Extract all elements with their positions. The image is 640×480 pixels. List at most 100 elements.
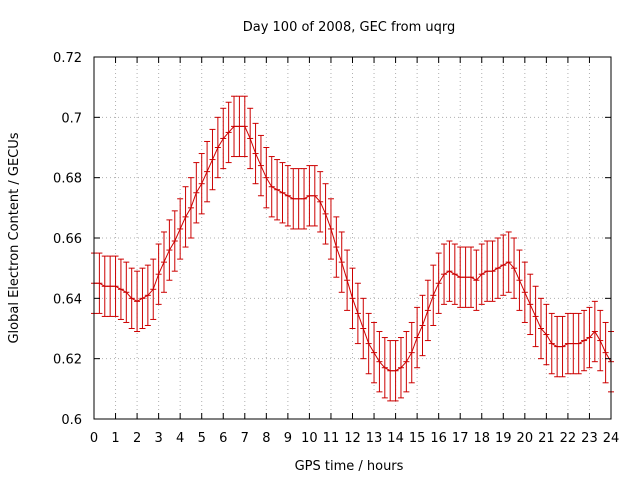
data-point xyxy=(231,95,238,158)
data-point xyxy=(171,210,178,272)
data-point xyxy=(548,312,555,375)
x-tick-label: 1 xyxy=(111,431,119,446)
data-point xyxy=(306,165,313,227)
data-point xyxy=(123,261,130,323)
data-point xyxy=(365,312,372,375)
data-point xyxy=(478,243,485,305)
x-tick-label: 24 xyxy=(603,431,620,446)
x-tick-label: 23 xyxy=(581,431,598,446)
data-point xyxy=(403,331,410,393)
data-point xyxy=(338,231,345,293)
data-point xyxy=(220,107,227,170)
data-point xyxy=(333,216,340,278)
x-tick-label: 11 xyxy=(323,431,340,446)
data-point xyxy=(354,282,361,345)
data-point xyxy=(295,168,302,230)
data-point xyxy=(537,297,544,360)
data-point xyxy=(543,303,550,366)
data-point xyxy=(484,240,491,302)
data-point xyxy=(101,255,108,317)
data-point xyxy=(150,258,157,320)
x-tick-label: 21 xyxy=(538,431,555,446)
data-point xyxy=(581,309,588,372)
x-tick-label: 13 xyxy=(366,431,383,446)
y-tick-label: 0.7 xyxy=(61,111,82,126)
chart-title: Day 100 of 2008, GEC from uqrg xyxy=(243,20,456,35)
data-point xyxy=(597,309,604,372)
x-tick-label: 7 xyxy=(241,431,249,446)
data-point xyxy=(349,267,356,329)
data-point xyxy=(317,171,324,233)
data-point xyxy=(327,198,334,260)
x-tick-label: 10 xyxy=(301,431,318,446)
data-point xyxy=(392,340,399,402)
data-point xyxy=(128,267,135,329)
data-point xyxy=(311,165,318,227)
data-point xyxy=(408,321,415,384)
data-point xyxy=(117,258,124,320)
x-tick-label: 19 xyxy=(495,431,512,446)
y-axis: 0.6 0.62 0.64 0.66 0.68 0.7 0.72 xyxy=(53,51,611,428)
data-point xyxy=(166,219,173,281)
data-point xyxy=(591,300,598,363)
data-point xyxy=(268,156,275,218)
data-point xyxy=(161,231,168,293)
data-point xyxy=(575,312,582,375)
y-tick-label: 0.68 xyxy=(53,172,82,187)
data-point xyxy=(494,237,501,299)
data-point xyxy=(204,140,211,203)
data-point xyxy=(564,312,571,375)
data-point xyxy=(322,183,329,245)
x-tick-label: 18 xyxy=(473,431,490,446)
series-line xyxy=(94,125,612,372)
data-point xyxy=(521,261,528,323)
data-point xyxy=(257,134,264,197)
data-point xyxy=(473,249,480,311)
data-point xyxy=(414,306,421,369)
data-point xyxy=(457,246,464,308)
data-point xyxy=(112,255,119,317)
x-tick-label: 12 xyxy=(344,431,361,446)
data-point xyxy=(397,337,404,399)
data-point xyxy=(387,340,394,402)
x-tick-label: 5 xyxy=(198,431,206,446)
data-point xyxy=(451,243,458,305)
data-point xyxy=(193,162,200,224)
data-point xyxy=(284,165,291,227)
data-point xyxy=(198,153,205,215)
y-tick-label: 0.72 xyxy=(53,51,82,66)
x-tick-label: 20 xyxy=(517,431,534,446)
data-point xyxy=(214,116,221,179)
x-tick-label: 22 xyxy=(560,431,577,446)
data-point xyxy=(290,168,297,230)
data-point xyxy=(435,252,442,314)
data-point xyxy=(139,267,146,329)
data-point xyxy=(467,246,474,308)
data-point xyxy=(107,255,114,317)
x-tick-label: 3 xyxy=(154,431,162,446)
data-point xyxy=(516,249,523,311)
data-point xyxy=(225,101,232,164)
data-point xyxy=(182,186,189,248)
x-axis: 0 1 2 3 4 5 6 7 8 9 10 11 12 13 14 15 16 17 18 19 20 21 22 23 24 xyxy=(90,57,619,446)
y-tick-label: 0.66 xyxy=(53,232,82,247)
x-tick-label: 2 xyxy=(133,431,141,446)
data-point xyxy=(134,270,141,333)
data-point xyxy=(376,331,383,393)
x-axis-label: GPS time / hours xyxy=(295,459,404,474)
data-point xyxy=(177,198,184,260)
data-point xyxy=(559,315,566,378)
data-point xyxy=(570,312,577,375)
data-point xyxy=(344,249,351,311)
y-tick-label: 0.64 xyxy=(53,292,82,307)
data-point xyxy=(96,252,103,314)
x-tick-label: 9 xyxy=(284,431,292,446)
y-tick-label: 0.62 xyxy=(53,353,82,368)
data-point xyxy=(247,107,254,170)
x-tick-label: 15 xyxy=(409,431,426,446)
data-point xyxy=(241,95,248,158)
data-point xyxy=(430,264,437,326)
y-axis-label: Global Electron Content / GECUs xyxy=(7,132,22,343)
x-tick-label: 8 xyxy=(262,431,270,446)
x-tick-label: 6 xyxy=(219,431,227,446)
